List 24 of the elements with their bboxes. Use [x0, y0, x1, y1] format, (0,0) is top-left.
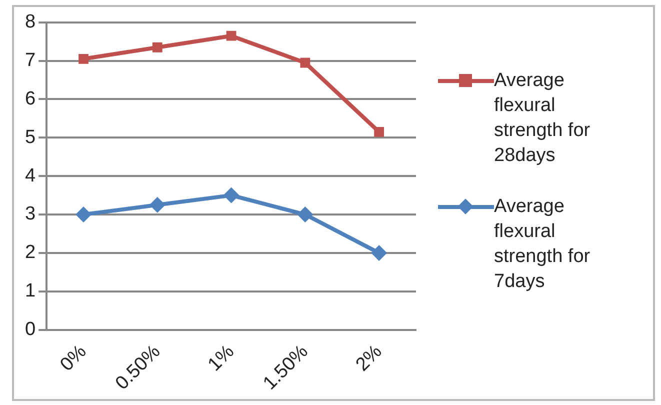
y-tick-label: 7 — [24, 50, 36, 72]
point — [149, 196, 166, 213]
y-tick-label: 1 — [24, 280, 36, 302]
point — [297, 206, 314, 223]
y-tick-label: 0 — [24, 319, 36, 340]
point — [152, 42, 162, 52]
x-tick-label: 2% — [352, 341, 386, 376]
x-tick-label: 1% — [204, 341, 239, 376]
point — [78, 54, 88, 64]
point — [371, 244, 388, 261]
point — [226, 30, 236, 41]
legend-label: Average flexural strength for 28days — [494, 69, 592, 168]
point — [76, 206, 92, 223]
y-tick-label: 3 — [24, 204, 36, 225]
x-tick-label: 0% — [56, 341, 91, 376]
legend-label: Average flexural strength for 7days — [494, 195, 592, 294]
point — [223, 187, 240, 204]
y-tick-label: 5 — [24, 126, 36, 148]
y-tick-label: 8 — [24, 12, 36, 33]
y-tick-label: 2 — [24, 242, 36, 264]
point — [374, 126, 384, 137]
y-tick-label: 4 — [24, 165, 36, 186]
point — [300, 58, 310, 68]
y-tick-label: 6 — [24, 88, 36, 110]
